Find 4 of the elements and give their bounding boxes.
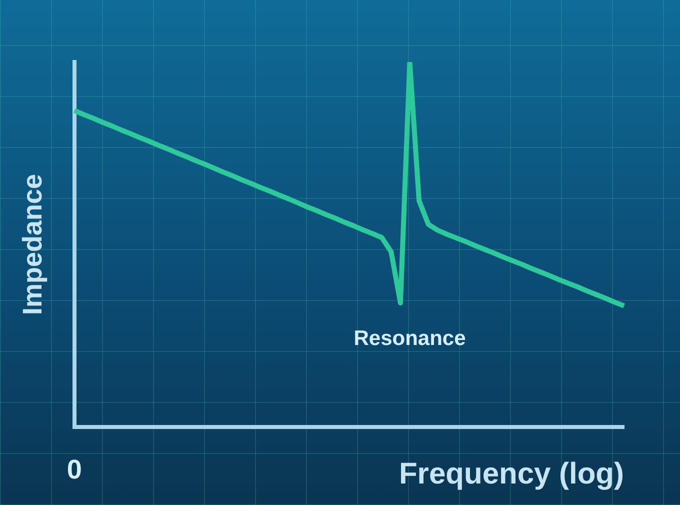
y-axis-title: Impedance [18, 174, 48, 316]
annotation: Resonance [354, 327, 466, 350]
text: 0 [66, 454, 82, 484]
x-axis-title: Frequency (log) [398, 457, 624, 490]
